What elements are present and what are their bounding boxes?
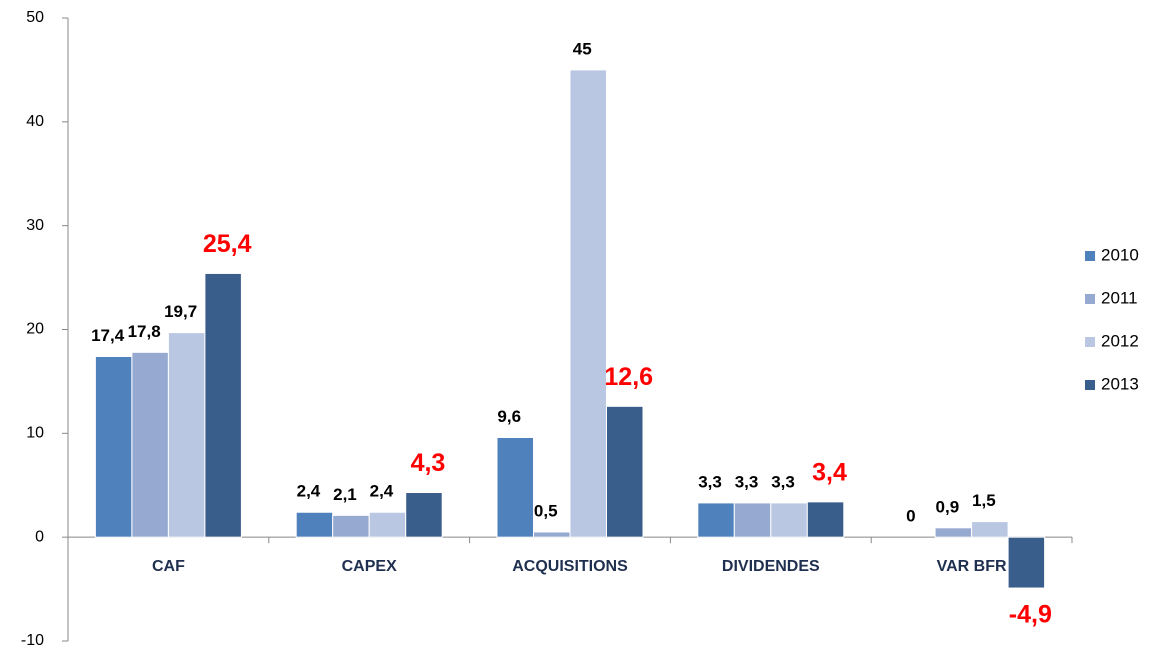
y-tick-label: 0 — [35, 528, 44, 545]
legend-label: 2013 — [1101, 374, 1139, 393]
x-tick-label: DIVIDENDES — [722, 558, 820, 575]
value-label: 17,8 — [128, 322, 161, 341]
value-label: 45 — [573, 39, 592, 58]
bar — [496, 436, 534, 538]
value-label: 3,3 — [771, 472, 795, 491]
value-label: 0,9 — [936, 497, 960, 516]
y-tick-label: 10 — [26, 425, 44, 442]
bar — [1007, 536, 1046, 589]
bar — [971, 521, 1009, 538]
bar — [569, 69, 607, 538]
bar — [806, 501, 845, 538]
value-label: 3,3 — [735, 472, 759, 491]
bar — [934, 527, 973, 538]
bar — [131, 351, 169, 538]
y-tick-label: 50 — [26, 9, 44, 26]
value-label: -4,9 — [1009, 601, 1052, 629]
value-label: 3,3 — [698, 472, 722, 491]
legend-label: 2010 — [1101, 245, 1139, 264]
bar — [204, 272, 242, 538]
bar — [167, 332, 206, 538]
legend-swatch — [1085, 337, 1095, 347]
y-tick-label: 30 — [26, 217, 44, 234]
y-tick-label: -10 — [21, 632, 44, 649]
bar — [770, 502, 808, 538]
value-label: 0 — [906, 507, 915, 526]
value-label: 1,5 — [972, 491, 996, 510]
value-label: 12,6 — [604, 363, 653, 391]
bar — [332, 514, 370, 538]
bar — [94, 355, 133, 538]
value-label: 25,4 — [203, 230, 252, 258]
legend-swatch — [1085, 251, 1095, 261]
value-label: 4,3 — [411, 449, 446, 477]
value-label: 9,6 — [497, 407, 521, 426]
x-tick-label: ACQUISITIONS — [512, 558, 628, 575]
value-label: 0,5 — [534, 501, 558, 520]
y-tick-label: 20 — [26, 321, 44, 338]
value-label: 17,4 — [91, 326, 125, 345]
value-label: 2,4 — [297, 482, 321, 501]
value-label: 2,4 — [370, 482, 394, 501]
value-label: 2,1 — [333, 485, 357, 504]
bar — [606, 405, 644, 538]
value-label: 3,4 — [812, 458, 847, 486]
x-tick-label: CAF — [152, 558, 185, 575]
value-label: 19,7 — [164, 302, 197, 321]
x-tick-label: CAPEX — [342, 558, 397, 575]
bar — [697, 502, 735, 538]
legend-swatch — [1085, 380, 1095, 390]
x-tick-label: VAR BFR — [937, 558, 1007, 575]
bar — [405, 492, 443, 538]
legend-swatch — [1085, 294, 1095, 304]
bar — [533, 531, 571, 538]
legend-label: 2012 — [1101, 331, 1139, 350]
bar — [295, 511, 334, 538]
y-tick-label: 40 — [26, 113, 44, 130]
bar — [733, 502, 772, 538]
bar — [368, 511, 407, 538]
legend-label: 2011 — [1101, 288, 1138, 307]
